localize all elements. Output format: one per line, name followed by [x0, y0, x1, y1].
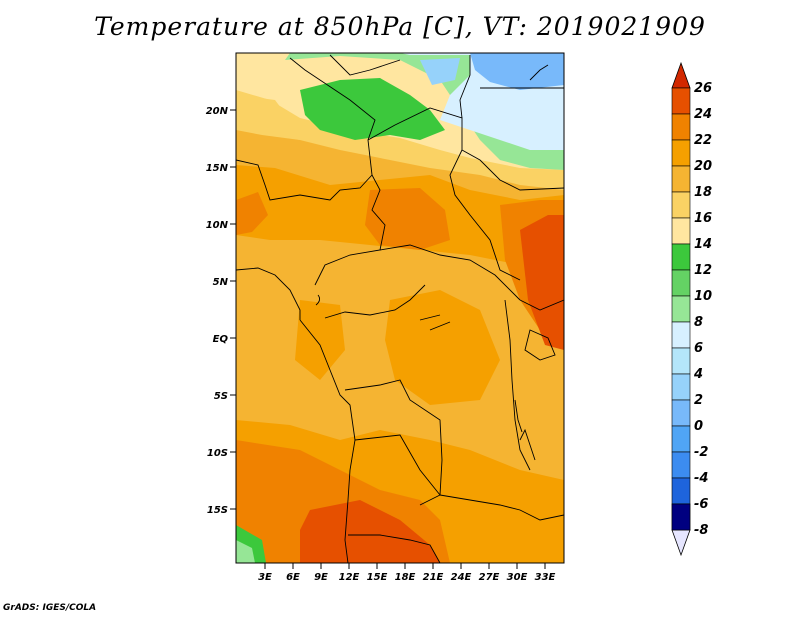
colorbar-label: 14: [694, 237, 712, 252]
field-band-22-24-central-north: [365, 188, 450, 250]
colorbar-label: 26: [694, 81, 712, 96]
lon-label: 6E: [286, 572, 300, 583]
field-band-20-22-basin: [385, 290, 500, 405]
lon-label: 24E: [451, 572, 472, 583]
chart-title: Temperature at 850hPa [C], VT: 201902190…: [94, 12, 706, 41]
field-sw-cooler-patch: [236, 540, 255, 563]
lon-label: 27E: [479, 572, 500, 583]
colorbar-swatch: [671, 373, 691, 401]
field-band-2-4: [470, 53, 564, 90]
colorbar-label: 4: [693, 367, 703, 382]
border-libya-egypt: [459, 55, 471, 119]
lake-tanganyika: [514, 399, 523, 433]
colorbar-arrow-bottom: [671, 529, 691, 557]
colorbar-swatch: [671, 321, 691, 349]
border-zambia: [439, 494, 564, 521]
lon-label: 18E: [395, 572, 416, 583]
border-northwest: [236, 57, 376, 201]
colorbar-swatch: [671, 477, 691, 505]
field-band-24-26-east: [520, 215, 564, 350]
colorbar-swatch: [671, 113, 691, 141]
colorbar-swatch: [671, 191, 691, 219]
coast-gulf-guinea: [236, 267, 301, 320]
border-niger-libya: [329, 54, 401, 76]
lat-label: 10S: [207, 448, 228, 459]
border-sudan-south: [461, 149, 564, 191]
colorbar-swatch: [671, 217, 691, 245]
colorbar-swatch: [671, 165, 691, 193]
border-chad-sudan: [367, 107, 521, 281]
border-car: [379, 244, 521, 301]
border-drc-angola: [344, 379, 443, 506]
colorbar-label: 0: [694, 419, 703, 434]
colorbar-label: -2: [694, 445, 708, 460]
colorbar-swatch-darkest: [671, 503, 691, 531]
lon-label: 12E: [339, 572, 360, 583]
colorbar-swatch: [671, 347, 691, 375]
colorbar-label: 16: [694, 211, 712, 226]
colorbar-label: 24: [694, 107, 712, 122]
colorbar-label: -8: [694, 523, 708, 538]
colorbar: 26 24 22 20 18 16 14 12 10 8 6 4 2 0 -2 …: [671, 61, 712, 557]
border-gabon-congo: [324, 284, 426, 319]
colorbar-label: 20: [694, 159, 712, 174]
map-frame: [235, 52, 565, 564]
colorbar-swatch: [671, 295, 691, 323]
river-congo: [419, 314, 451, 331]
lake-malawi: [519, 428, 536, 461]
country-borders: [236, 54, 564, 563]
grads-credit: GrADS: IGES/COLA: [3, 603, 97, 613]
colorbar-swatch: [671, 243, 691, 271]
border-east-lakes: [504, 299, 531, 471]
lon-label: 30E: [507, 572, 528, 583]
lat-label: 20N: [206, 106, 229, 117]
colorbar-label: 2: [694, 393, 703, 408]
lon-label: 21E: [423, 572, 444, 583]
colorbar-swatch: [671, 451, 691, 479]
lon-label: 15E: [367, 572, 388, 583]
colorbar-label: -6: [694, 497, 708, 512]
colorbar-swatch: [671, 87, 691, 115]
border-namibia: [348, 534, 441, 563]
colorbar-swatch: [671, 269, 691, 297]
lon-label: 9E: [314, 572, 328, 583]
lon-label: 3E: [258, 572, 272, 583]
lat-label: 5N: [213, 277, 229, 288]
island-bioko: [315, 294, 321, 306]
colorbar-label: 22: [694, 133, 712, 148]
latitude-axis: 20N 15N 10N 5N EQ 5S 10S 15S: [206, 106, 236, 516]
border-nigeria-cameroon: [314, 174, 386, 286]
lat-label: 5S: [214, 391, 228, 402]
colorbar-label: 12: [694, 263, 712, 278]
colorbar-label: 6: [694, 341, 703, 356]
border-uganda: [519, 299, 564, 311]
lat-label: 15N: [206, 163, 229, 174]
colorbar-swatch: [671, 399, 691, 427]
lat-label: 15S: [207, 505, 228, 516]
colorbar-label: -4: [694, 471, 708, 486]
colorbar-swatch: [671, 425, 691, 453]
lat-label: EQ: [213, 334, 229, 345]
field-band-south-24-26: [300, 500, 440, 563]
temperature-field: [236, 53, 564, 563]
field-band-4-6: [420, 58, 460, 85]
coast-red-sea: [529, 64, 549, 81]
field-band-12-14: [300, 78, 445, 140]
coast-west: [299, 319, 356, 563]
colorbar-label: 10: [694, 289, 712, 304]
longitude-axis: 3E 6E 9E 12E 15E 18E 21E 24E 27E 30E 33E: [258, 563, 556, 583]
colorbar-label: 18: [694, 185, 712, 200]
colorbar-swatch: [671, 139, 691, 167]
lon-label: 33E: [535, 572, 556, 583]
field-west-warm-patch: [236, 95, 300, 140]
field-band-west-coast: [295, 300, 345, 380]
border-angola-inner: [354, 434, 441, 496]
field-west-hot-patch: [236, 192, 268, 235]
lat-label: 10N: [206, 220, 229, 231]
lake-victoria: [524, 329, 556, 361]
colorbar-label: 8: [694, 315, 703, 330]
colorbar-arrow-top: [671, 61, 691, 89]
